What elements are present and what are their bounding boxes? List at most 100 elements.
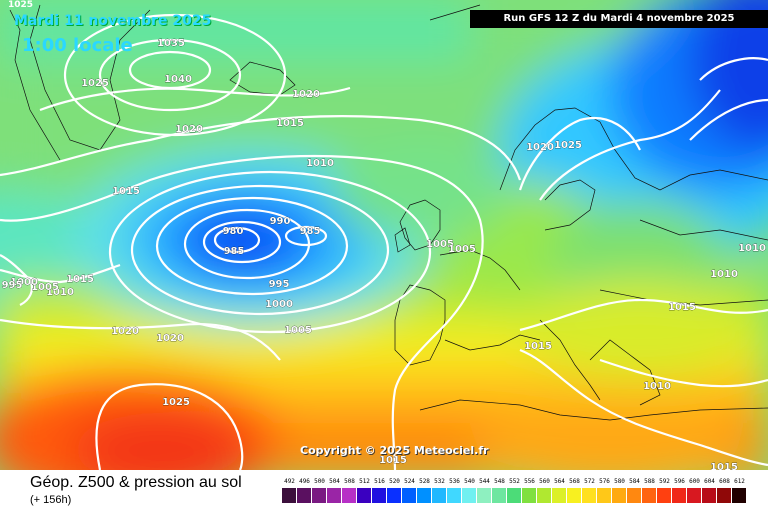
legend-value-label: 600 [689,478,700,485]
isobar-label: 1005 [284,325,312,336]
legend-color-swatch [597,488,612,503]
forecast-local-time: 1:00 locale [22,35,133,56]
isobars [0,13,768,470]
pressure-map: 1035 1040 1025 1020 1020 1015 1010 1015 1020 1025… [0,0,768,470]
legend-color-swatch [717,488,732,503]
isobar-label: 1020 [111,326,139,337]
legend-color-swatch [657,488,672,503]
isobar-label: 995 [269,279,290,290]
isobar-label: 1010 [46,287,74,298]
legend-value-label: 576 [599,478,610,485]
isobar-label: 1015 [112,186,140,197]
isobar-label: 1000 [265,299,293,310]
legend-value-label: 528 [419,478,430,485]
isobar-label: 985 [300,226,321,237]
legend-value-label: 532 [434,478,445,485]
lead-time: (+ 156h) [30,494,72,506]
legend-value-label: 512 [359,478,370,485]
isobar-label: 980 [223,226,244,237]
map-footer: Géop. Z500 & pression au sol (+ 156h) 49… [0,470,768,512]
isobar-label: 1025 [162,397,190,408]
isobar-label: 1010 [738,243,766,254]
legend-value-label: 596 [674,478,685,485]
isobar-label: 1020 [292,89,320,100]
isobar-label: 1010 [643,381,671,392]
legend-color-swatch [477,488,492,503]
legend-color-swatch [297,488,312,503]
legend-color-swatch [372,488,387,503]
isobar-label: 1015 [668,302,696,313]
legend-color-swatch [387,488,402,503]
legend-color-swatch [462,488,477,503]
isobar-label: 985 [224,246,245,257]
legend-color-swatch [732,488,747,503]
legend-color-swatch [627,488,642,503]
legend-color-swatch [447,488,462,503]
isobar-label: 1020 [156,333,184,344]
isobar-label: 1020 [175,124,203,135]
legend-color-swatch [522,488,537,503]
isobar-label: 1005 [426,239,454,250]
legend-value-label: 492 [284,478,295,485]
legend-value-label: 500 [314,478,325,485]
isobar-label: 1015 [710,462,738,470]
isobar-label: 990 [270,216,291,227]
isobar-label: 1015 [276,118,304,129]
isobar-label: 1015 [66,274,94,285]
legend-color-swatch [327,488,342,503]
legend-value-label: 556 [524,478,535,485]
legend-color-swatch [642,488,657,503]
legend-value-label: 588 [644,478,655,485]
legend-value-label: 548 [494,478,505,485]
legend-value-label: 604 [704,478,715,485]
legend-value-label: 520 [389,478,400,485]
legend-value-label: 504 [329,478,340,485]
legend-color-swatch [582,488,597,503]
legend-value-label: 524 [404,478,415,485]
isobar-label: 1025 [81,78,109,89]
isobar-label: 995 [2,280,23,291]
forecast-date: Mardi 11 novembre 2025 [14,13,212,29]
legend-value-label: 608 [719,478,730,485]
legend-color-swatch [687,488,702,503]
copyright-notice: Copyright © 2025 Meteociel.fr [300,444,489,457]
legend-color-swatch [507,488,522,503]
legend-color-swatch [672,488,687,503]
legend-value-label: 584 [629,478,640,485]
legend-value-label: 552 [509,478,520,485]
legend-value-label: 508 [344,478,355,485]
legend-color-swatch [312,488,327,503]
legend-value-label: 544 [479,478,490,485]
isobar-label: 1020 [526,142,554,153]
legend-value-label: 496 [299,478,310,485]
legend-color-swatch [537,488,552,503]
isobar-label: 1025 [554,140,582,151]
isobar-label: 1010 [306,158,334,169]
legend-color-swatch [702,488,717,503]
legend-color-swatch [567,488,582,503]
legend-color-swatch [282,488,297,503]
map-title: Géop. Z500 & pression au sol [30,474,242,491]
legend-color-swatch [492,488,507,503]
legend-value-label: 592 [659,478,670,485]
legend-value-label: 568 [569,478,580,485]
legend-value-label: 560 [539,478,550,485]
legend-value-label: 536 [449,478,460,485]
legend-color-swatch [357,488,372,503]
model-run-info: Run GFS 12 Z du Mardi 4 novembre 2025 [470,10,768,28]
legend-value-label: 612 [734,478,745,485]
isobar-label: 1015 [524,341,552,352]
isobar-label: 1035 [157,38,185,49]
legend-color-swatch [417,488,432,503]
legend-color-swatch [342,488,357,503]
isobar-label: 1005 [448,244,476,255]
isobar-label: 1005 [31,282,59,293]
legend-color-swatch [432,488,447,503]
isobar-label: 1015 [379,455,407,466]
legend-value-label: 540 [464,478,475,485]
isobar-label: 1000 [10,277,38,288]
isobar-label: 1040 [164,74,192,85]
